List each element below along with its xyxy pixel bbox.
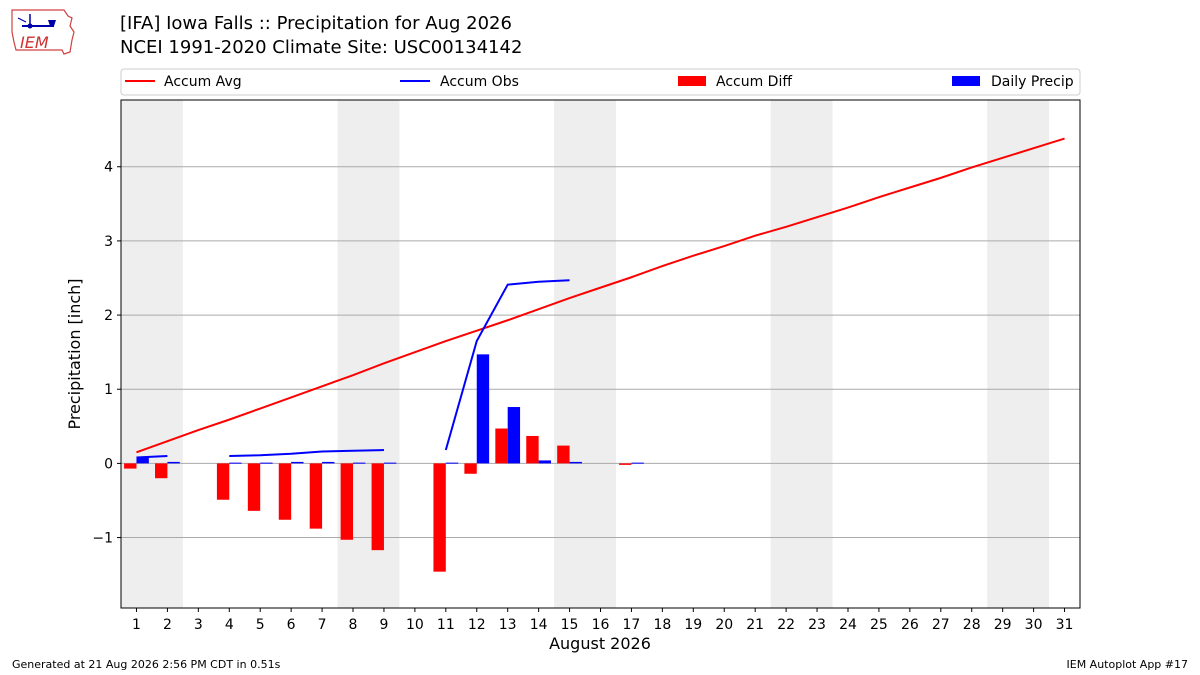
- x-tick-label: 3: [194, 617, 203, 633]
- y-tick-label: 1: [104, 382, 113, 398]
- x-tick-label: 27: [932, 617, 950, 633]
- diff-bars: [124, 428, 632, 572]
- x-axis: 1 2 3 4 5 6 7 8 9 10 11 12 13 14 15 16 17 18 19 20 21 22 23 24 2…: [132, 608, 1073, 633]
- x-tick-label: 22: [777, 617, 795, 633]
- accum-diff-bar: [124, 463, 137, 469]
- weekend-band: [987, 100, 1050, 608]
- daily-precip-bar: [445, 462, 459, 464]
- x-tick-label: 23: [808, 617, 826, 633]
- accum-obs-line: [136, 279, 570, 459]
- x-tick-label: 15: [561, 617, 579, 633]
- x-tick-label: 2: [163, 617, 172, 633]
- accum-obs-segment: [229, 449, 384, 457]
- x-tick-label: 5: [256, 617, 265, 633]
- accum-diff-bar: [309, 463, 323, 529]
- y-tick-label: 4: [104, 160, 113, 176]
- daily-precip-bar: [229, 462, 242, 464]
- daily-precip-bar: [260, 462, 273, 464]
- app-label: IEM Autoplot App #17: [1066, 658, 1189, 671]
- x-tick-label: 12: [468, 617, 486, 633]
- accum-avg-polyline: [136, 137, 1065, 454]
- legend-daily-precip-swatch: [952, 76, 980, 86]
- accum-diff-bar: [371, 463, 384, 551]
- x-tick-label: 30: [1025, 617, 1043, 633]
- accum-obs-segment: [444, 279, 570, 451]
- weekend-band: [121, 100, 183, 608]
- y-axis: −1 0 1 2 3 4: [92, 160, 121, 547]
- title-line-1: [IFA] Iowa Falls :: Precipitation for Au…: [120, 13, 512, 34]
- x-tick-label: 8: [349, 617, 358, 633]
- accum-diff-bar: [247, 463, 261, 511]
- weekend-band: [554, 100, 616, 608]
- iem-logo: IEM: [11, 9, 75, 55]
- legend-box: [120, 68, 1081, 96]
- x-tick-label: 16: [592, 617, 610, 633]
- x-axis-label: August 2026: [549, 634, 651, 653]
- accum-diff-bar: [278, 463, 292, 520]
- y-tick-label: 3: [104, 234, 113, 250]
- daily-precip-bar: [383, 462, 397, 464]
- logo-text: IEM: [20, 33, 49, 52]
- y-tick-label: −1: [92, 531, 113, 547]
- accum-diff-bar: [433, 463, 446, 572]
- daily-precip-bar: [322, 461, 335, 464]
- x-tick-label: 4: [225, 617, 234, 633]
- x-tick-label: 19: [684, 617, 702, 633]
- daily-precip-bar: [167, 461, 180, 464]
- weekend-bands: [121, 100, 1050, 608]
- daily-precip-bar: [136, 457, 149, 464]
- x-tick-label: 6: [287, 617, 296, 633]
- legend-accum-obs-label: Accum Obs: [440, 74, 519, 90]
- accum-diff-bar: [464, 463, 477, 474]
- x-tick-label: 13: [499, 617, 517, 633]
- y-tick-label: 2: [104, 308, 113, 324]
- x-tick-label: 11: [437, 617, 455, 633]
- legend-accum-diff-swatch: [678, 76, 706, 86]
- accum-diff-bar: [340, 463, 354, 540]
- daily-precip-bar: [353, 462, 366, 464]
- x-tick-label: 18: [653, 617, 671, 633]
- y-tick-label: 0: [104, 456, 113, 472]
- x-tick-label: 26: [901, 617, 919, 633]
- x-tick-label: 20: [715, 617, 733, 633]
- accum-obs-segment: [136, 454, 168, 459]
- daily-precip-bar: [476, 354, 490, 464]
- generated-timestamp: Generated at 21 Aug 2026 2:56 PM CDT in …: [12, 658, 281, 671]
- daily-precip-bar: [507, 407, 521, 464]
- x-tick-label: 24: [839, 617, 857, 633]
- daily-precip-bar: [538, 460, 552, 464]
- accum-avg-line: [136, 137, 1065, 454]
- weekend-band: [770, 100, 833, 608]
- accum-diff-bar: [526, 435, 539, 464]
- accum-diff-bar: [216, 463, 230, 500]
- accum-diff-bar: [619, 463, 632, 465]
- legend-daily-precip-label: Daily Precip: [991, 74, 1074, 90]
- x-tick-label: 1: [132, 617, 141, 633]
- accum-diff-bar: [495, 428, 508, 464]
- legend-accum-diff-label: Accum Diff: [716, 74, 792, 90]
- accum-diff-bar: [557, 445, 570, 464]
- x-tick-label: 29: [994, 617, 1012, 633]
- x-tick-label: 25: [870, 617, 888, 633]
- x-tick-label: 21: [746, 617, 764, 633]
- daily-precip-bar: [631, 462, 644, 464]
- x-tick-label: 10: [406, 617, 424, 633]
- daily-bars: [136, 354, 644, 464]
- x-tick-label: 7: [318, 617, 327, 633]
- daily-precip-bar: [291, 461, 304, 464]
- title-line-2: NCEI 1991-2020 Climate Site: USC00134142: [120, 37, 523, 58]
- legend: Accum Avg Accum Obs Accum Diff Daily Pre…: [120, 68, 1081, 96]
- x-tick-label: 17: [623, 617, 641, 633]
- x-tick-label: 14: [530, 617, 548, 633]
- accum-diff-bar: [155, 463, 168, 479]
- y-axis-label: Precipitation [inch]: [65, 278, 84, 429]
- chart-title: [IFA] Iowa Falls :: Precipitation for Au…: [120, 12, 522, 60]
- legend-accum-avg-label: Accum Avg: [164, 74, 242, 90]
- x-tick-label: 28: [963, 617, 981, 633]
- daily-precip-bar: [569, 461, 582, 464]
- x-tick-label: 31: [1056, 617, 1074, 633]
- x-tick-label: 9: [379, 617, 388, 633]
